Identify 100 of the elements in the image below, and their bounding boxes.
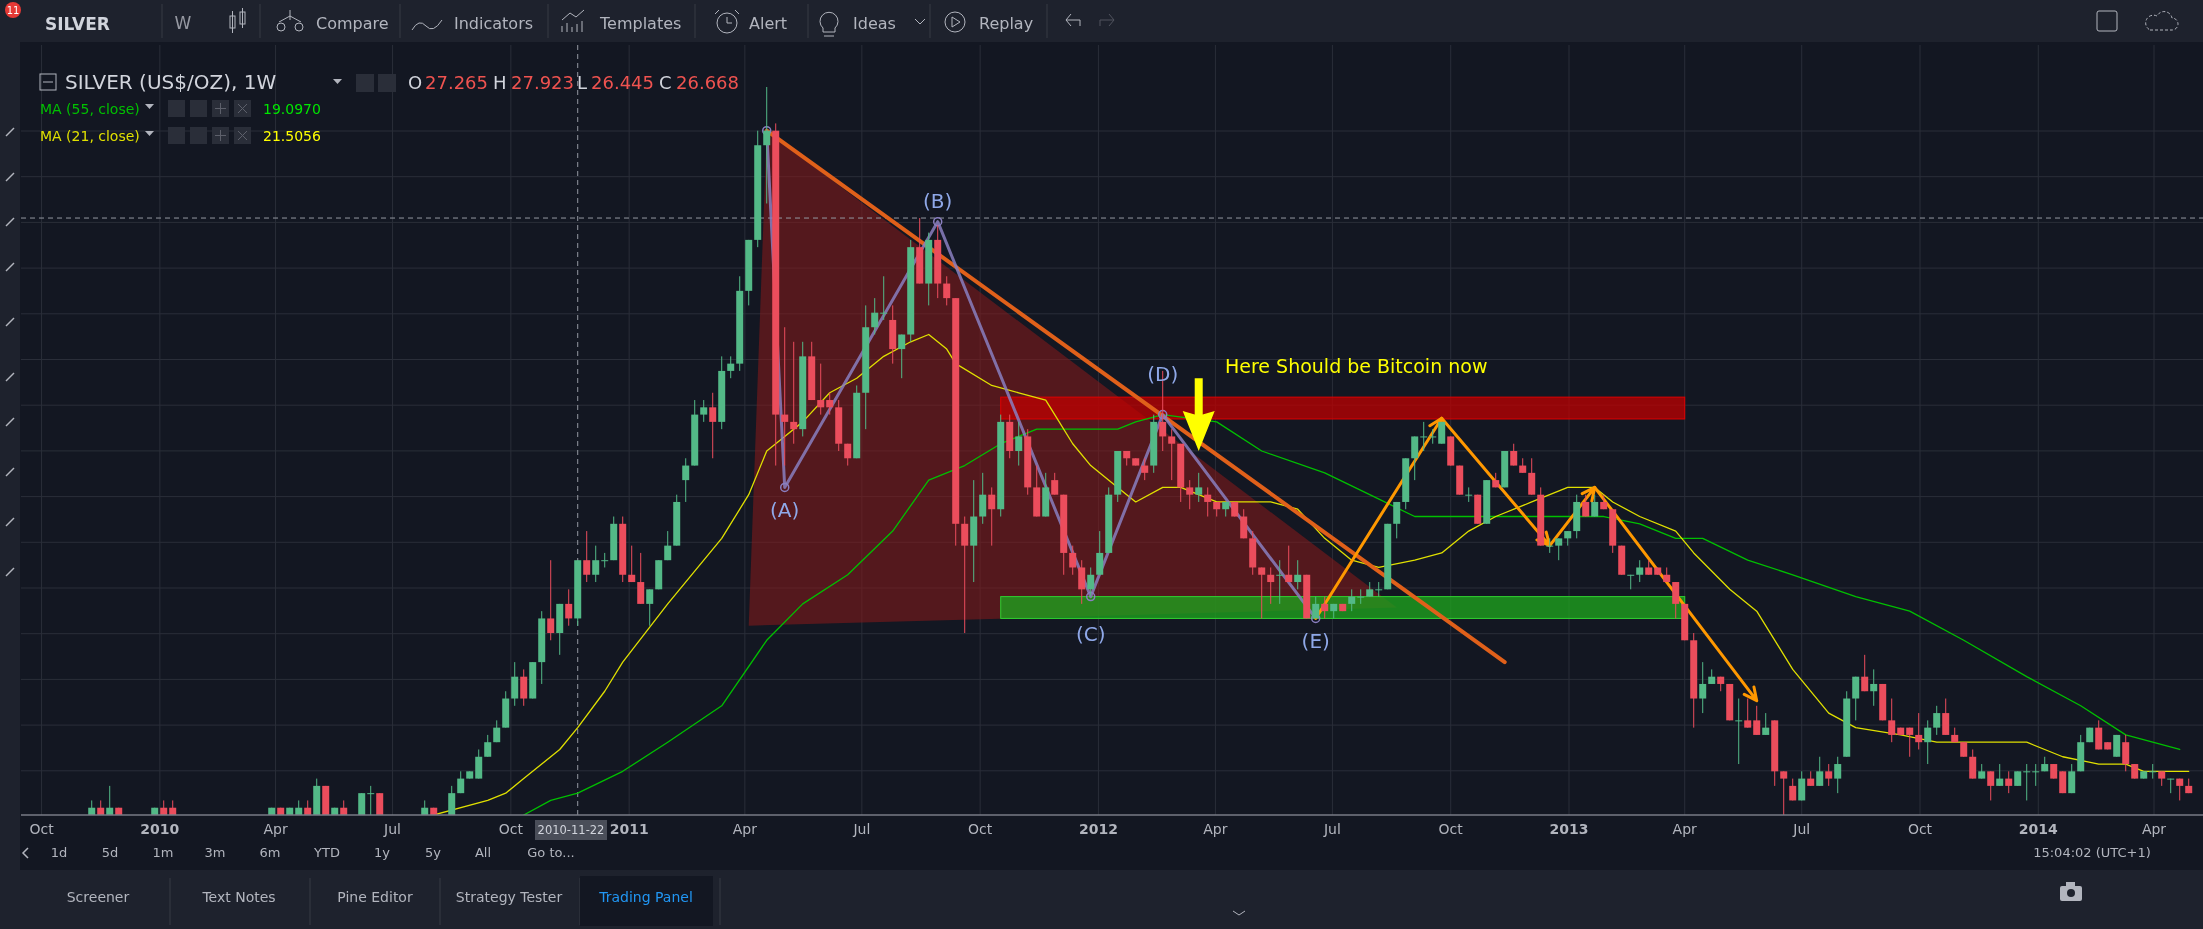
candlestick (1816, 756, 1824, 787)
candlestick (826, 392, 834, 416)
x-tick-label: 2010 (140, 821, 180, 837)
candlestick (646, 588, 654, 627)
candlestick (1996, 763, 2004, 787)
candlestick (1780, 770, 1788, 815)
text: Trading Panel (598, 889, 693, 905)
candlestick (790, 341, 798, 445)
candlestick (628, 545, 636, 583)
candlestick (2023, 763, 2031, 801)
candlestick (979, 472, 987, 525)
candlestick (565, 588, 573, 627)
text: 15:04:02 (UTC+1) (2033, 845, 2151, 860)
candlestick (1987, 770, 1995, 801)
candlestick (484, 734, 492, 758)
candlestick (583, 530, 591, 583)
candlestick (1582, 494, 1590, 518)
x-tick-label: Apr (1672, 821, 1698, 837)
candlestick (637, 552, 645, 605)
text: Alert (749, 14, 788, 33)
candlestick (1321, 596, 1329, 619)
text: 5d (101, 845, 119, 860)
text: 3m (204, 845, 226, 860)
candlestick (1411, 435, 1419, 481)
candlestick (448, 785, 456, 815)
text: Replay (979, 14, 1034, 33)
x-tick-label: Oct (968, 821, 993, 837)
candlestick (1555, 537, 1563, 561)
candlestick (709, 392, 717, 459)
candlestick (1375, 581, 1383, 598)
candlestick (1078, 559, 1086, 605)
candlestick (1186, 479, 1194, 510)
candlestick (367, 785, 375, 815)
text: Go to... (527, 845, 575, 860)
text: 5y (425, 845, 442, 860)
candlestick (1834, 756, 1842, 794)
annotation: 26.668 (676, 72, 739, 93)
x-tick-label: Oct (498, 821, 524, 837)
candlestick (1348, 588, 1356, 612)
candlestick (520, 668, 528, 707)
x-tick-label: Jul (852, 821, 871, 837)
x-tick-label: Apr (263, 821, 288, 837)
candlestick (2149, 763, 2157, 780)
text: W (174, 13, 192, 33)
text: Compare (316, 14, 389, 33)
text: 6m (259, 845, 281, 860)
x-tick-label: Jul (1792, 821, 1811, 837)
text: MA (55, close) (40, 101, 140, 117)
x-tick-label: Jul (1322, 821, 1341, 837)
candlestick (871, 297, 879, 336)
candlestick (961, 516, 969, 634)
x-tick-label: Jul (383, 821, 402, 837)
candlestick (1825, 763, 1833, 787)
x-tick-label: 2013 (1549, 821, 1589, 837)
candlestick (700, 399, 708, 423)
candlestick (1510, 443, 1518, 467)
candlestick (1204, 486, 1212, 518)
text: Pine Editor (337, 889, 413, 905)
candlestick (1420, 421, 1428, 452)
candlestick (547, 559, 555, 641)
candlestick (1852, 676, 1860, 721)
candlestick (1546, 537, 1554, 554)
text: Screener (66, 889, 130, 905)
text: 1d (50, 845, 68, 860)
annotation: 19.0970 (263, 101, 321, 117)
candlestick (1258, 566, 1266, 619)
candlestick (1870, 668, 1878, 707)
candlestick (1528, 457, 1536, 496)
candlestick (1888, 698, 1896, 743)
candlestick (2122, 734, 2130, 772)
text: 2010-11-22 (537, 823, 605, 837)
candlestick (1240, 508, 1248, 539)
x-tick-label: Apr (1203, 821, 1228, 837)
candlestick (682, 457, 690, 503)
text: 1m (152, 845, 174, 860)
candlestick (1969, 748, 1977, 780)
candlestick (2032, 763, 2040, 787)
candlestick (1015, 421, 1023, 467)
candlestick (1465, 486, 1473, 503)
annotation: H (493, 72, 507, 93)
candlestick (988, 486, 996, 547)
x-tick-label: 2014 (2018, 821, 2059, 837)
candlestick (1933, 705, 1941, 736)
candlestick (1672, 581, 1680, 619)
candlestick (511, 661, 519, 707)
text: Indicators (454, 14, 534, 33)
annotation: 21.5056 (263, 128, 321, 144)
x-tick-label: Oct (29, 821, 55, 837)
annotation: (E) (1301, 629, 1330, 654)
candlestick (1276, 559, 1284, 605)
candlestick (1393, 501, 1401, 539)
x-tick-label: 2011 (609, 821, 649, 837)
x-tick-label: 2012 (1078, 821, 1118, 837)
candlestick (1051, 472, 1059, 496)
candlestick (781, 326, 789, 467)
text: All (474, 845, 492, 860)
candlestick (1906, 727, 1914, 758)
candlestick (1861, 654, 1869, 692)
text: SILVER (45, 14, 110, 34)
candlestick (1915, 712, 1923, 750)
